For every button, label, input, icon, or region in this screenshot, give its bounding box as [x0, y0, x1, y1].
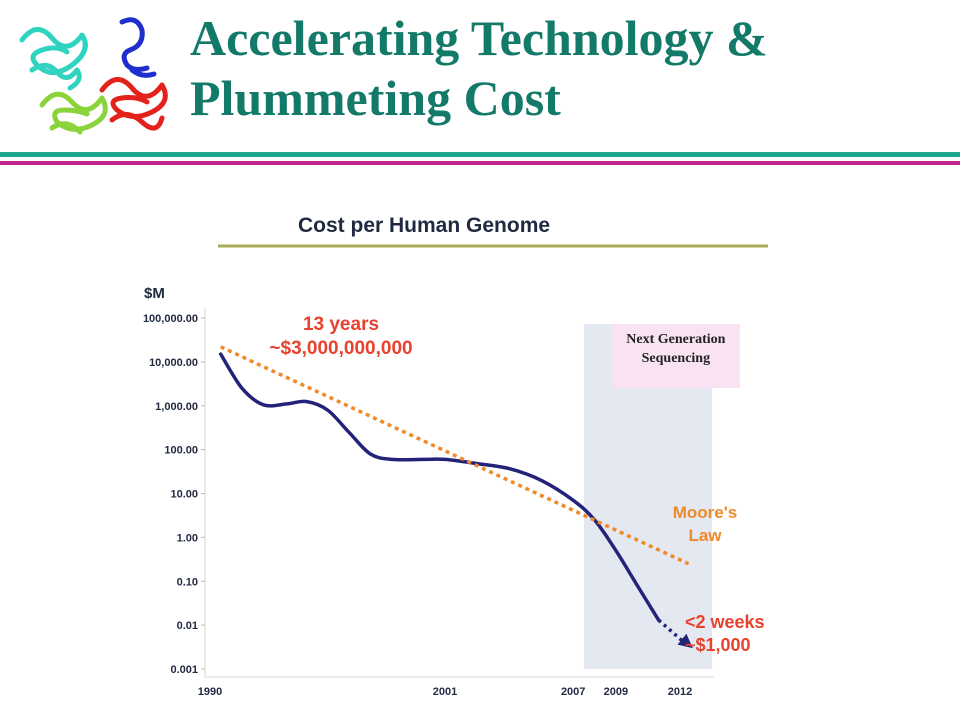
x-tick-label: 2007 [561, 686, 585, 698]
title-rule-magenta [0, 161, 960, 165]
cost-projection-line [657, 618, 686, 645]
chart-title: Cost per Human Genome [298, 214, 550, 237]
logo-green-helix-2 [49, 121, 83, 135]
y-tick-label: 0.10 [177, 576, 198, 588]
ngs-label-line1: Next Generation [626, 332, 725, 347]
annotation-moore-line2: Law [688, 526, 722, 545]
annotation-end-line1: <2 weeks [685, 612, 765, 632]
ngs-label-box [611, 324, 740, 388]
x-tick-label: 2012 [668, 686, 692, 698]
genome-cost-chart: Cost per Human Genome $M Next Generation… [143, 214, 768, 698]
logo-red-helix-2 [109, 112, 165, 131]
y-tick-label: 0.01 [177, 620, 198, 632]
annotation-start-line1: 13 years [303, 314, 379, 335]
logo-cyan-helix [19, 27, 88, 75]
y-tick-label: 100,000.00 [143, 313, 198, 325]
y-tick-label: 10,000.00 [149, 357, 198, 369]
annotation-moore-line1: Moore's [673, 503, 738, 522]
y-tick-label: 10.00 [170, 489, 198, 501]
x-tick-label: 2009 [604, 686, 628, 698]
logo-cyan-helix-2 [29, 63, 82, 91]
annotation-start-line2: ~$3,000,000,000 [269, 338, 412, 359]
logo-green-helix [39, 91, 108, 132]
slide-title: Accelerating Technology & Plummeting Cos… [190, 8, 950, 128]
y-axis-label: $M [144, 285, 165, 302]
title-line-1: Accelerating Technology & [190, 10, 768, 66]
title-rule-teal [0, 152, 960, 157]
annotation-end-line2: ~$1,000 [685, 635, 751, 655]
x-tick-label: 1990 [198, 686, 222, 698]
plot-area: Next Generation Sequencing 100,000.00 10,00… [143, 308, 765, 698]
logo-red-helix [99, 77, 168, 119]
y-tick-label: 0.001 [170, 664, 198, 676]
ngs-label-line2: Sequencing [642, 351, 710, 366]
title-line-2: Plummeting Cost [190, 70, 561, 126]
logo-blue-strand-2 [129, 67, 157, 78]
y-tick-label: 1.00 [177, 532, 198, 544]
y-tick-label: 100.00 [164, 445, 198, 457]
x-tick-label: 2001 [433, 686, 457, 698]
cost-projection-arrowhead [677, 633, 693, 649]
logo-blue-strand [119, 17, 150, 72]
y-tick-label: 1,000.00 [155, 401, 198, 413]
moores-law-line [219, 345, 690, 566]
protein-structure-icon [19, 17, 168, 135]
